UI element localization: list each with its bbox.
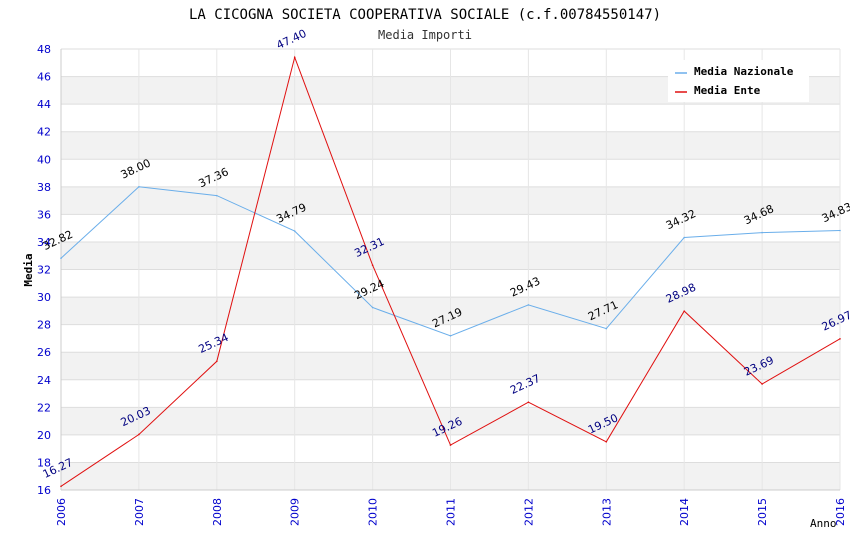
data-point-media-ente bbox=[371, 264, 374, 267]
data-point-media-nazionale bbox=[371, 306, 374, 309]
chart-subtitle: Media Importi bbox=[378, 28, 472, 42]
x-tick-label: 2009 bbox=[289, 498, 302, 526]
legend-label-media-ente: Media Ente bbox=[694, 84, 761, 97]
x-tick-label: 2008 bbox=[211, 498, 224, 526]
data-label-media-ente: 47.40 bbox=[274, 27, 308, 52]
data-point-media-nazionale bbox=[761, 231, 763, 234]
data-point-media-ente bbox=[839, 338, 841, 340]
data-point-media-ente bbox=[138, 433, 140, 436]
data-point-media-nazionale bbox=[839, 229, 841, 232]
y-tick-label: 36 bbox=[37, 208, 51, 221]
y-tick-label: 42 bbox=[37, 126, 51, 139]
data-point-media-ente bbox=[761, 383, 763, 385]
data-point-media-nazionale bbox=[683, 236, 685, 239]
data-point-media-ente bbox=[60, 485, 62, 488]
x-tick-label: 2012 bbox=[522, 498, 535, 526]
y-axis-label: Media bbox=[22, 253, 35, 286]
data-point-media-nazionale bbox=[216, 194, 218, 197]
x-tick-label: 2013 bbox=[600, 498, 613, 526]
data-point-media-ente bbox=[216, 360, 218, 363]
data-point-media-ente bbox=[605, 440, 608, 443]
legend-box bbox=[668, 60, 809, 102]
x-tick-label: 2014 bbox=[678, 498, 691, 526]
y-tick-label: 32 bbox=[37, 264, 51, 277]
y-tick-label: 40 bbox=[37, 153, 51, 166]
data-point-media-nazionale bbox=[60, 257, 62, 259]
y-tick-label: 16 bbox=[37, 484, 51, 497]
axes bbox=[60, 49, 840, 491]
y-tick-label: 20 bbox=[37, 429, 51, 442]
series-lines bbox=[60, 55, 841, 488]
data-point-media-nazionale bbox=[605, 327, 608, 330]
data-point-media-ente bbox=[527, 401, 530, 404]
legend: Media Nazionale Media Ente bbox=[668, 60, 809, 102]
data-point-media-ente bbox=[449, 444, 452, 446]
data-point-media-nazionale bbox=[138, 186, 140, 188]
data-point-media-nazionale bbox=[449, 334, 452, 337]
data-point-media-ente bbox=[293, 56, 296, 59]
legend-label-media-nazionale: Media Nazionale bbox=[694, 65, 794, 78]
y-tick-label: 22 bbox=[37, 401, 51, 414]
x-tick-label: 2006 bbox=[55, 498, 68, 526]
x-tick-label: 2010 bbox=[367, 498, 380, 526]
y-tick-label: 38 bbox=[37, 181, 51, 194]
y-tick-label: 28 bbox=[37, 319, 51, 332]
y-tick-label: 48 bbox=[37, 43, 51, 56]
tick-labels: 16 18 20 22 24 26 28 30 32 34 36 38 40 42 44 46 48 2006 20… bbox=[37, 43, 847, 526]
x-tick-label: 2015 bbox=[756, 498, 769, 526]
data-point-media-ente bbox=[683, 310, 685, 312]
x-tick-label: 2011 bbox=[445, 498, 458, 526]
data-point-media-nazionale bbox=[527, 304, 530, 306]
y-tick-label: 30 bbox=[37, 291, 51, 304]
x-tick-label: 2016 bbox=[834, 498, 847, 526]
y-tick-label: 24 bbox=[37, 374, 51, 387]
x-axis-label: Anno bbox=[810, 517, 837, 530]
x-tick-label: 2007 bbox=[133, 498, 146, 526]
chart-title: LA CICOGNA SOCIETA COOPERATIVA SOCIALE (… bbox=[189, 7, 661, 23]
y-tick-label: 34 bbox=[37, 236, 51, 249]
y-tick-label: 18 bbox=[37, 456, 51, 469]
y-tick-label: 44 bbox=[37, 98, 51, 111]
y-tick-label: 46 bbox=[37, 71, 51, 84]
y-tick-label: 26 bbox=[37, 346, 51, 359]
grid-lines bbox=[60, 48, 841, 491]
data-point-media-nazionale bbox=[293, 230, 296, 232]
